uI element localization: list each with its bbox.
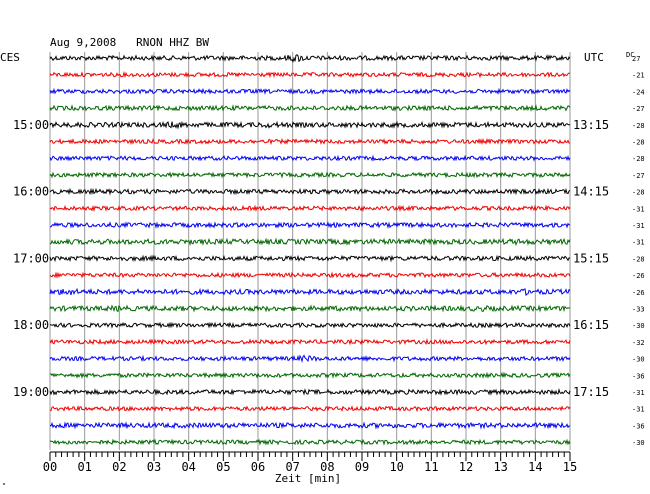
trace-line [49, 421, 571, 430]
dc-offset-label: -24 [632, 88, 645, 96]
dc-header-label: DC [626, 51, 634, 59]
trace-line [49, 354, 571, 364]
trace-line [49, 287, 571, 297]
chart-title: Aug 9,2008 RNON HHZ BW [50, 36, 209, 49]
x-tick-label: 07 [285, 460, 299, 474]
dc-offset-label: -36 [632, 422, 645, 430]
dc-offset-label: -30 [632, 439, 645, 447]
x-tick-label: 12 [459, 460, 473, 474]
trace-line [49, 54, 571, 63]
left-hour-label: 16:00 [13, 185, 49, 199]
trace-line [49, 254, 571, 263]
corner-mark: " [2, 482, 6, 490]
dc-offset-label: -28 [632, 155, 645, 163]
dc-offset-label: -31 [632, 406, 645, 414]
dc-offset-label: -28 [632, 139, 645, 147]
trace-line [49, 204, 571, 213]
x-tick-label: 06 [251, 460, 265, 474]
right-hour-label: 14:15 [573, 185, 609, 199]
x-tick-label: 00 [43, 460, 57, 474]
trace-series [49, 54, 571, 446]
trace-labels: 15:00 16:00 17:00 18:00 19:00 13:15 14:15 15:15… [13, 55, 645, 447]
x-axis: 00 01 02 03 04 05 06 07 08 09 10 11 12 13 14 15 [43, 451, 577, 474]
dc-offset-label: -28 [632, 255, 645, 263]
trace-line [49, 404, 571, 413]
x-tick-label: 02 [112, 460, 126, 474]
dc-offset-label: -31 [632, 389, 645, 397]
dc-offset-label: -31 [632, 239, 645, 247]
dc-offset-label: -28 [632, 189, 645, 197]
dc-offset-label: -27 [632, 172, 645, 180]
dc-offset-label: -27 [632, 105, 645, 113]
dc-offset-label: -28 [632, 122, 645, 130]
x-tick-label: 03 [147, 460, 161, 474]
x-tick-label: 04 [181, 460, 195, 474]
trace-line [49, 304, 571, 313]
x-tick-label: 11 [424, 460, 438, 474]
trace-line [49, 87, 571, 96]
dc-offset-label: -26 [632, 272, 645, 280]
dc-offset-label: -26 [632, 289, 645, 297]
trace-line [49, 321, 571, 329]
trace-line [49, 120, 571, 130]
right-hour-label: 17:15 [573, 385, 609, 399]
left-hour-label: 17:00 [13, 251, 49, 265]
x-tick-label: 09 [355, 460, 369, 474]
dc-offset-label: -30 [632, 356, 645, 364]
trace-line [49, 388, 571, 396]
trace-line [49, 137, 571, 146]
trace-line [49, 371, 571, 380]
trace-line [49, 70, 571, 79]
trace-line [49, 187, 571, 196]
trace-line [49, 338, 571, 346]
left-hour-label: 18:00 [13, 318, 49, 332]
x-axis-label: Zeit [min] [275, 472, 341, 485]
trace-line [49, 221, 571, 230]
left-hour-label: 15:00 [13, 118, 49, 132]
dc-offset-label: 27 [632, 55, 640, 63]
dc-offset-label: -31 [632, 222, 645, 230]
x-tick-label: 01 [77, 460, 91, 474]
trace-line [49, 237, 571, 247]
right-hour-label: 15:15 [573, 251, 609, 265]
dc-offset-label: -33 [632, 306, 645, 314]
x-tick-label: 13 [493, 460, 507, 474]
trace-line [49, 171, 571, 179]
trace-line [49, 154, 571, 162]
x-tick-label: 14 [528, 460, 542, 474]
x-tick-label: 15 [563, 460, 577, 474]
right-hour-label: 13:15 [573, 118, 609, 132]
trace-line [49, 271, 571, 279]
dc-offset-label: -32 [632, 339, 645, 347]
right-timezone-label: UTC [584, 51, 604, 64]
trace-line [49, 438, 571, 446]
dc-offset-label: -21 [632, 72, 645, 80]
x-tick-label: 05 [216, 460, 230, 474]
dc-offset-label: -30 [632, 322, 645, 330]
grid-lines [49, 52, 571, 450]
trace-line [49, 104, 571, 112]
x-tick-label: 08 [320, 460, 334, 474]
right-hour-label: 16:15 [573, 318, 609, 332]
x-tick-label: 10 [389, 460, 403, 474]
dc-offset-label: -36 [632, 372, 645, 380]
left-timezone-label: CES [0, 51, 20, 64]
left-hour-label: 19:00 [13, 385, 49, 399]
dc-offset-label: -31 [632, 205, 645, 213]
